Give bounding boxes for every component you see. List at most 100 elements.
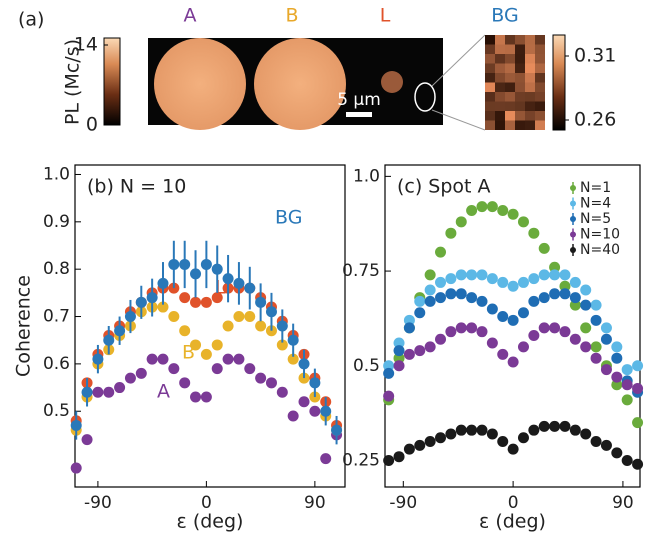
data-point (179, 259, 190, 270)
data-point (508, 281, 519, 292)
y-tick-label: 0.9 (43, 212, 70, 232)
data-point (125, 311, 136, 322)
data-point (394, 345, 405, 356)
inset-pixel (525, 54, 535, 64)
data-point (255, 373, 266, 384)
data-point (456, 288, 467, 299)
data-point (320, 406, 331, 417)
data-point (508, 209, 519, 220)
scale-bar-label: 5 µm (337, 90, 381, 110)
data-point (414, 296, 425, 307)
legend-label: N=1 (580, 180, 611, 196)
data-point (103, 387, 114, 398)
data-point (435, 277, 446, 288)
inset-pixel (535, 121, 545, 131)
data-point (549, 269, 560, 280)
data-point (125, 373, 136, 384)
inset-pixel (495, 35, 505, 45)
data-point (435, 292, 446, 303)
x-axis-label: ε (deg) (177, 511, 244, 533)
data-point (445, 288, 456, 299)
y-tick-label: 0.5 (43, 401, 70, 421)
inset-pixel (525, 92, 535, 102)
legend-label: N=40 (580, 242, 620, 258)
data-point (497, 277, 508, 288)
data-point (549, 288, 560, 299)
data-point (539, 243, 550, 254)
data-point (497, 205, 508, 216)
spot-label: BG (491, 5, 518, 27)
data-point (414, 307, 425, 318)
data-point (201, 297, 212, 308)
data-point (611, 447, 622, 458)
inset-pixel (495, 92, 505, 102)
data-point (632, 360, 643, 371)
panel-title: (b) N = 10 (87, 176, 186, 198)
data-point (136, 297, 147, 308)
data-point (179, 325, 190, 336)
data-point (539, 421, 550, 432)
data-point (82, 387, 93, 398)
data-point (414, 440, 425, 451)
data-point (497, 436, 508, 447)
data-point (103, 335, 114, 346)
data-point (383, 368, 394, 379)
legend-label: N=4 (580, 196, 611, 212)
y-tick-label: 0.8 (43, 259, 70, 279)
data-point (632, 459, 643, 470)
inset-colorbar (553, 35, 565, 130)
data-point (157, 354, 168, 365)
data-point (425, 341, 436, 352)
inset-pixel (525, 64, 535, 74)
legend-marker (570, 216, 576, 222)
data-point (414, 345, 425, 356)
data-point (320, 453, 331, 464)
data-point (223, 321, 234, 332)
data-point (425, 285, 436, 296)
inset-pixel (535, 102, 545, 112)
data-point (92, 354, 103, 365)
data-point (212, 264, 223, 275)
data-point (136, 368, 147, 379)
inset-pixel (515, 92, 525, 102)
inset-pixel (505, 111, 515, 121)
inset-pixel (535, 92, 545, 102)
figure: (a) PL (Mc/s) 5 µm ABLBG0140.260.31-9009… (0, 0, 650, 539)
data-point (445, 428, 456, 439)
data-point (518, 341, 529, 352)
data-point (288, 335, 299, 346)
inset-pixel (515, 45, 525, 55)
inset-pixel (525, 121, 535, 131)
data-point (466, 425, 477, 436)
data-point (622, 379, 633, 390)
data-point (539, 269, 550, 280)
data-point (611, 341, 622, 352)
y-tick-label: 0.25 (342, 450, 380, 470)
y-tick-label: 1.0 (353, 166, 380, 186)
data-point (331, 425, 342, 436)
colorbar-tick-label: 0.31 (574, 45, 616, 67)
data-point (190, 297, 201, 308)
data-point (528, 273, 539, 284)
x-tick-label: -90 (389, 493, 417, 513)
data-point (549, 322, 560, 333)
inset-pixel (485, 64, 495, 74)
data-point (611, 353, 622, 364)
inset-pixel (515, 64, 525, 74)
inset-pixel (535, 83, 545, 93)
inset-pixel (485, 111, 495, 121)
data-point (394, 451, 405, 462)
data-point (435, 334, 446, 345)
series-label: A (157, 381, 170, 403)
colorbar (104, 38, 120, 125)
x-tick-label: 90 (612, 493, 634, 513)
data-point (601, 440, 612, 451)
data-point (299, 396, 310, 407)
data-point (476, 201, 487, 212)
data-point (266, 306, 277, 317)
data-point (476, 326, 487, 337)
data-point (570, 334, 581, 345)
data-point (611, 372, 622, 383)
data-point (580, 341, 591, 352)
inset-pixel (505, 83, 515, 93)
